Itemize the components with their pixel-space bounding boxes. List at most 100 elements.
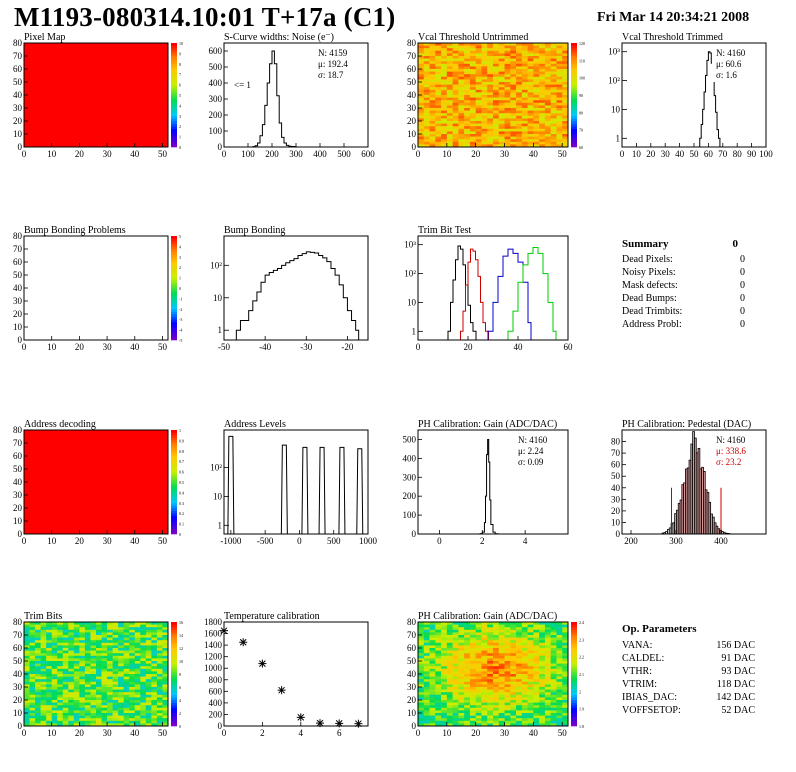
- heatmap-cell: [429, 663, 436, 667]
- heatmap-cell: [90, 635, 97, 638]
- heatmap-cell: [481, 629, 488, 633]
- heatmap-cell: [504, 43, 511, 46]
- heatmap-cell: [46, 655, 52, 659]
- heatmap-cell: [469, 624, 476, 628]
- heatmap-cell: [516, 627, 523, 631]
- heatmap-cell: [504, 674, 511, 677]
- summary-label: Address Probl:: [622, 319, 682, 330]
- palette-swatch: [171, 497, 177, 501]
- heatmap-cell: [556, 141, 563, 145]
- heatmap-cell: [68, 700, 75, 703]
- heatmap-cell: [73, 692, 80, 696]
- heatmap-cell: [51, 715, 58, 719]
- heatmap-cell: [441, 624, 448, 628]
- palette-label: 100: [579, 76, 585, 81]
- heatmap-cell: [429, 118, 436, 122]
- heatmap-cell: [446, 694, 453, 698]
- heatmap-cell: [544, 668, 551, 672]
- heatmap-cell: [481, 666, 488, 670]
- heatmap-cell: [458, 82, 465, 85]
- heatmap-cell: [423, 74, 430, 78]
- heatmap-cell: [493, 661, 500, 664]
- heatmap-cell: [475, 105, 482, 109]
- heatmap-cell: [458, 144, 465, 148]
- heatmap-cell: [498, 640, 505, 644]
- heatmap-cell: [101, 637, 108, 641]
- heatmap-cell: [112, 684, 119, 688]
- heatmap-cell: [458, 108, 465, 111]
- heatmap-cell: [504, 694, 511, 698]
- heatmap-cell: [96, 674, 102, 677]
- heatmap-cell: [550, 692, 557, 696]
- heatmap-cell: [469, 666, 476, 670]
- heatmap-cell: [498, 131, 505, 135]
- heatmap-cell: [504, 635, 511, 638]
- heatmap-cell: [151, 705, 158, 709]
- x-tick-label: 0: [437, 536, 442, 546]
- heatmap-cell: [96, 642, 102, 646]
- heatmap-cell: [57, 640, 64, 644]
- palette-swatch: [571, 637, 577, 641]
- heatmap-cell: [40, 627, 47, 631]
- heatmap-cell: [418, 676, 425, 680]
- heatmap-cell: [84, 694, 91, 698]
- heatmap-cell: [73, 650, 80, 654]
- palette-swatch: [171, 510, 177, 514]
- heatmap-cell: [533, 666, 540, 670]
- heatmap-cell: [162, 715, 169, 719]
- heatmap-cell: [441, 121, 448, 124]
- heatmap-cell: [112, 700, 119, 703]
- heatmap-cell: [556, 84, 563, 88]
- heatmap-cell: [435, 58, 442, 62]
- heatmap-cell: [423, 76, 430, 80]
- heatmap-cell: [112, 723, 119, 727]
- heatmap-cell: [418, 713, 425, 716]
- heatmap-cell: [464, 723, 471, 727]
- heatmap-cell: [134, 642, 141, 646]
- x-tick-label: 300: [289, 149, 303, 159]
- y-tick-label: 30: [13, 296, 23, 306]
- heatmap-cell: [96, 679, 102, 683]
- heatmap-cell: [107, 627, 113, 631]
- heatmap-cell: [46, 627, 52, 631]
- heatmap-cell: [79, 624, 86, 628]
- y-tick-label: 1: [616, 133, 621, 143]
- heatmap-cell: [539, 139, 546, 143]
- y-tick-label: 70: [611, 448, 621, 458]
- heatmap-cell: [493, 653, 500, 657]
- heatmap-cell: [527, 666, 534, 670]
- heatmap-cell: [556, 629, 563, 633]
- heatmap-cell: [441, 666, 448, 670]
- summary-value: 0: [740, 306, 745, 317]
- heatmap-cell: [481, 144, 488, 148]
- heatmap-cell: [24, 674, 30, 677]
- heatmap-cell: [458, 694, 465, 698]
- heatmap-cell: [510, 66, 517, 70]
- palette-swatch: [571, 687, 577, 690]
- heatmap-cell: [562, 126, 569, 130]
- heatmap-cell: [498, 723, 505, 727]
- heatmap-cell: [469, 710, 476, 714]
- heatmap-cell: [156, 629, 163, 633]
- summary-value: 0: [740, 254, 745, 265]
- heatmap-cell: [35, 666, 41, 670]
- heatmap-cell: [544, 48, 551, 52]
- heatmap-cell: [40, 692, 47, 696]
- heatmap-cell: [446, 648, 453, 651]
- palette-swatch: [571, 141, 577, 145]
- heatmap-cell: [469, 627, 476, 631]
- heatmap-cell: [145, 689, 152, 693]
- heatmap-cell: [487, 624, 494, 628]
- heatmap-cell: [435, 650, 442, 654]
- heatmap-cell: [40, 624, 47, 628]
- heatmap-cell: [40, 700, 47, 703]
- heatmap-cell: [562, 108, 569, 111]
- heatmap-cell: [521, 100, 528, 104]
- heatmap-cell: [84, 715, 91, 719]
- heatmap-cell: [469, 650, 476, 654]
- palette-swatch: [171, 718, 177, 722]
- heatmap-cell: [68, 710, 75, 714]
- heatmap-cell: [112, 627, 119, 631]
- heatmap-cell: [510, 76, 517, 80]
- heatmap-cell: [118, 624, 124, 628]
